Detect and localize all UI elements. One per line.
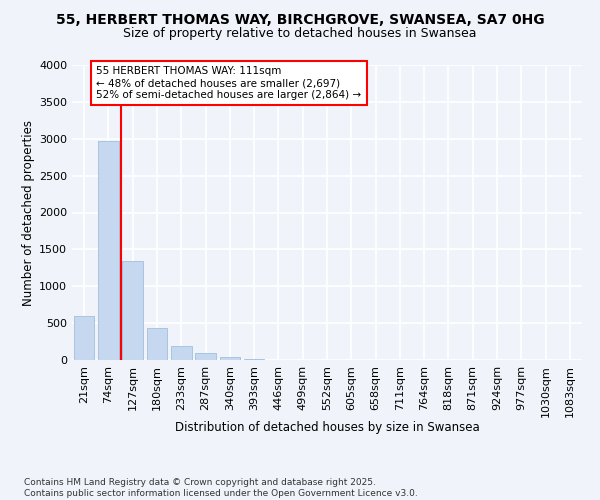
Text: Size of property relative to detached houses in Swansea: Size of property relative to detached ho…	[123, 28, 477, 40]
Bar	[220, 357, 240, 360]
X-axis label: Distribution of detached houses by size in Swansea: Distribution of detached houses by size …	[175, 421, 479, 434]
Text: 55, HERBERT THOMAS WAY, BIRCHGROVE, SWANSEA, SA7 0HG: 55, HERBERT THOMAS WAY, BIRCHGROVE, SWAN…	[56, 12, 544, 26]
Bar	[74, 316, 94, 360]
Text: Contains HM Land Registry data © Crown copyright and database right 2025.
Contai: Contains HM Land Registry data © Crown c…	[24, 478, 418, 498]
Bar	[146, 328, 167, 360]
Bar	[122, 261, 143, 360]
Text: 55 HERBERT THOMAS WAY: 111sqm
← 48% of detached houses are smaller (2,697)
52% o: 55 HERBERT THOMAS WAY: 111sqm ← 48% of d…	[96, 66, 361, 100]
Bar	[244, 359, 265, 360]
Bar	[98, 141, 119, 360]
Bar	[171, 346, 191, 360]
Bar	[195, 353, 216, 360]
Y-axis label: Number of detached properties: Number of detached properties	[22, 120, 35, 306]
